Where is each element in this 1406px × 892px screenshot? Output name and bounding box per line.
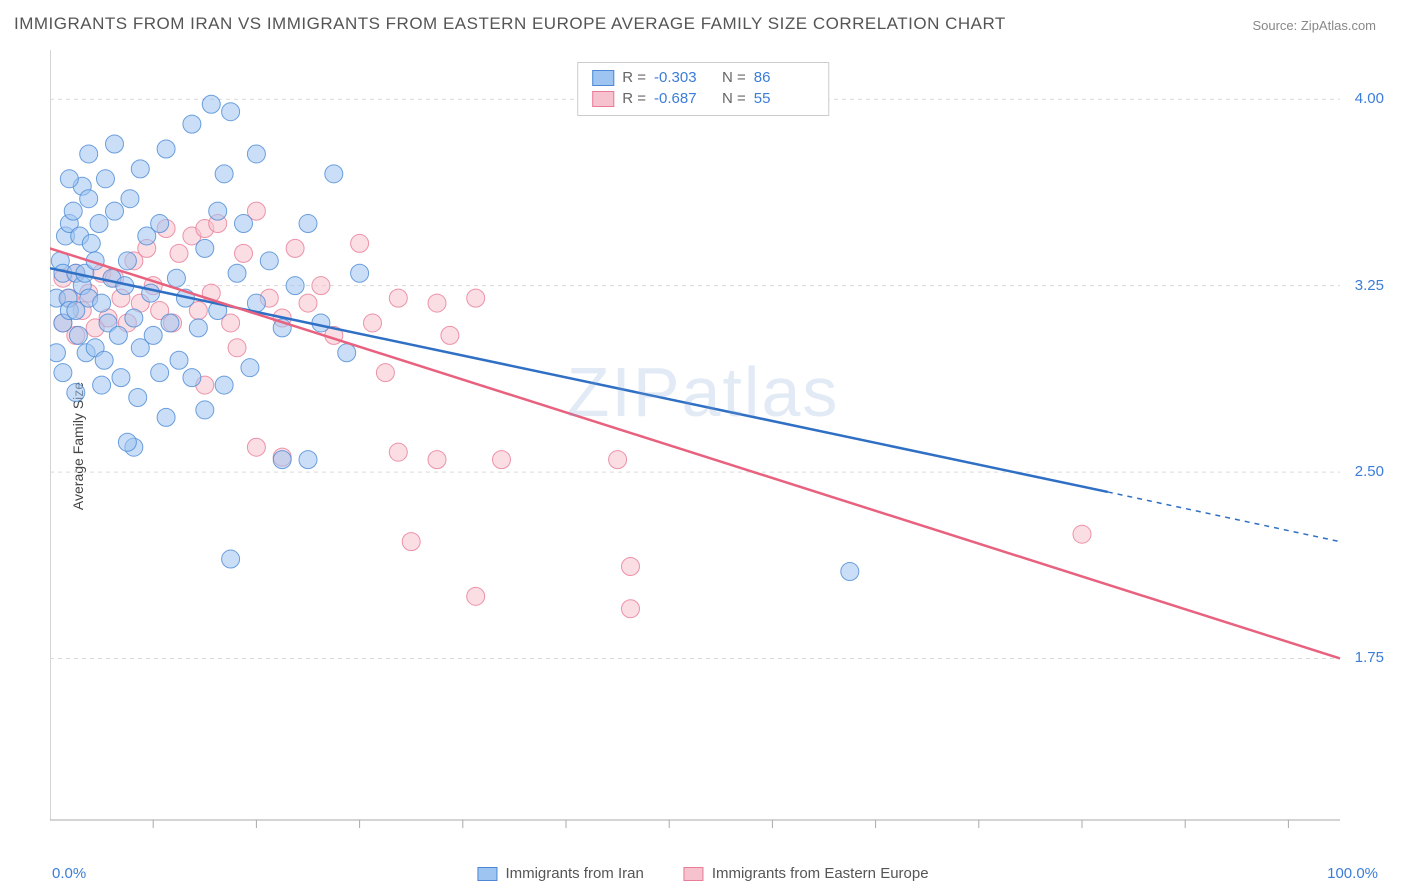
legend-item-series1: Immigrants from Iran bbox=[477, 865, 643, 882]
swatch-pink-icon bbox=[592, 91, 614, 107]
legend-item-series2: Immigrants from Eastern Europe bbox=[684, 865, 929, 882]
r-value: -0.303 bbox=[654, 69, 714, 86]
x-max-label: 100.0% bbox=[1327, 865, 1378, 882]
stats-legend: R = -0.303 N = 86 R = -0.687 N = 55 bbox=[577, 62, 829, 116]
x-min-label: 0.0% bbox=[52, 865, 86, 882]
source-label: Source: ZipAtlas.com bbox=[1252, 18, 1376, 33]
legend-label-series2: Immigrants from Eastern Europe bbox=[712, 865, 929, 882]
y-tick-label: 2.50 bbox=[1355, 463, 1384, 480]
swatch-blue-icon bbox=[477, 867, 497, 881]
scatter-plot bbox=[50, 50, 1360, 845]
r-label: R = bbox=[622, 90, 646, 107]
n-label: N = bbox=[722, 90, 746, 107]
swatch-blue-icon bbox=[592, 70, 614, 86]
legend-label-series1: Immigrants from Iran bbox=[505, 865, 643, 882]
r-value: -0.687 bbox=[654, 90, 714, 107]
y-tick-label: 1.75 bbox=[1355, 649, 1384, 666]
y-tick-label: 3.25 bbox=[1355, 277, 1384, 294]
bottom-legend: Immigrants from Iran Immigrants from Eas… bbox=[477, 865, 928, 882]
stats-row-series1: R = -0.303 N = 86 bbox=[592, 67, 814, 88]
r-label: R = bbox=[622, 69, 646, 86]
swatch-pink-icon bbox=[684, 867, 704, 881]
chart-title: IMMIGRANTS FROM IRAN VS IMMIGRANTS FROM … bbox=[14, 14, 1006, 34]
y-tick-label: 4.00 bbox=[1355, 90, 1384, 107]
n-value: 55 bbox=[754, 90, 814, 107]
n-value: 86 bbox=[754, 69, 814, 86]
stats-row-series2: R = -0.687 N = 55 bbox=[592, 88, 814, 109]
n-label: N = bbox=[722, 69, 746, 86]
